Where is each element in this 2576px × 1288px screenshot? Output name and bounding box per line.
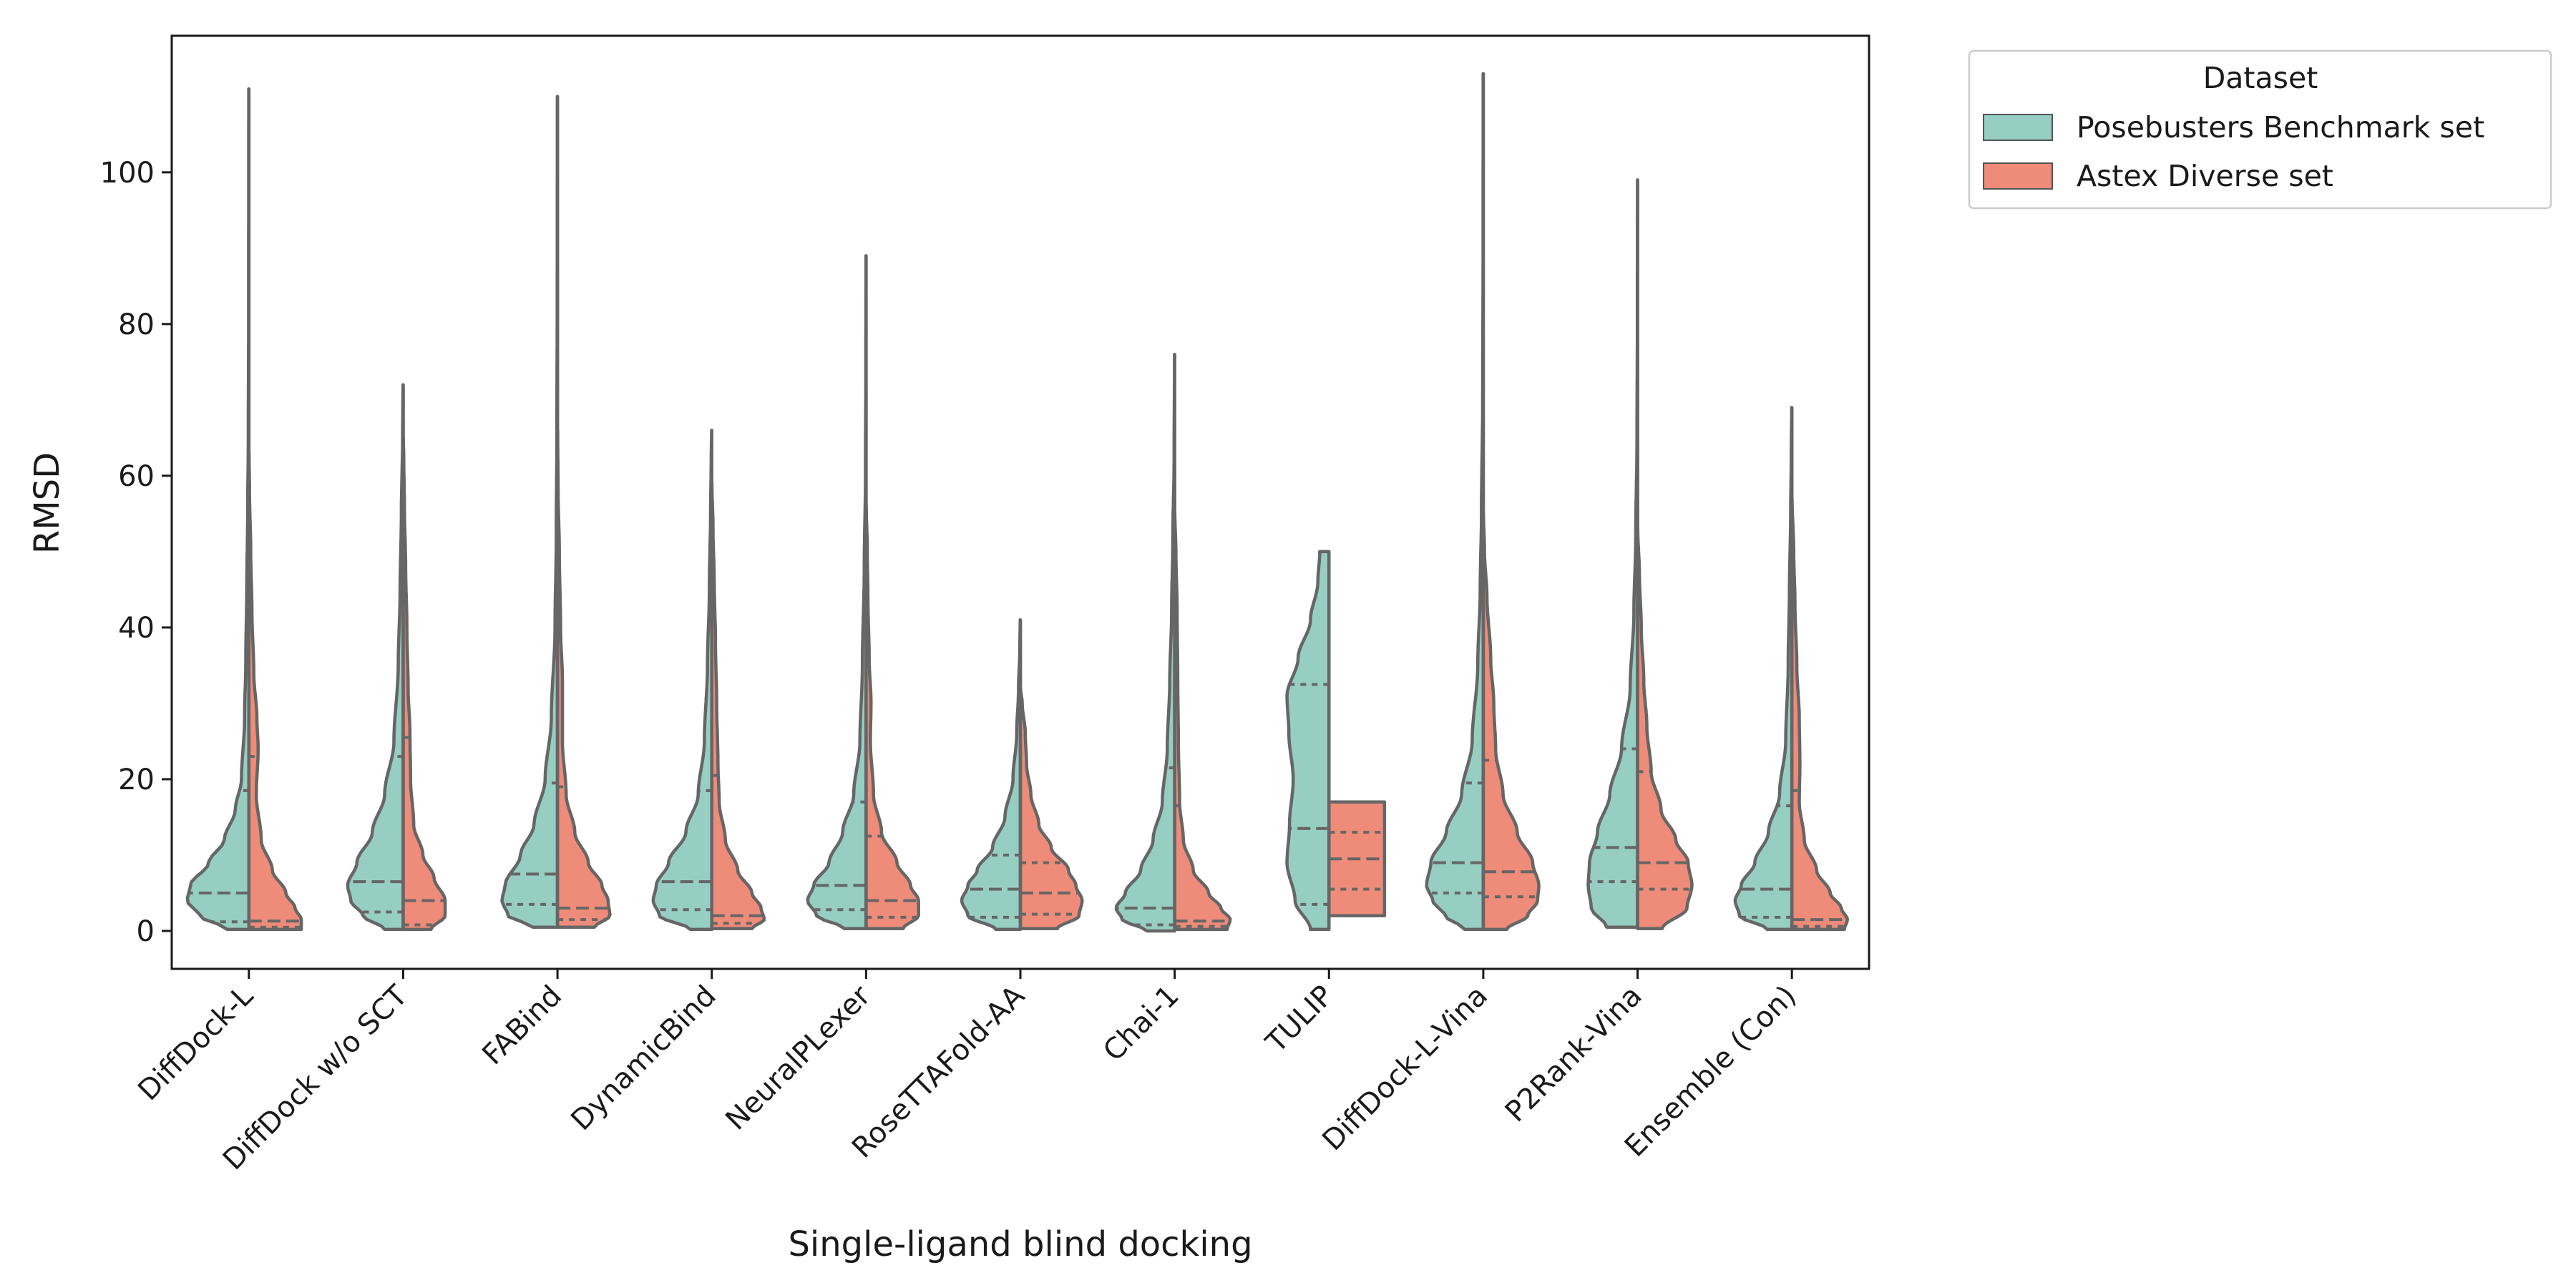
- x-axis-label: Single-ligand blind docking: [788, 1224, 1252, 1264]
- y-axis: 0 20 40 60 80 100: [100, 157, 172, 948]
- legend: Dataset Posebusters Benchmark set Astex …: [1968, 49, 2552, 210]
- y-tick-label: 40: [118, 612, 155, 645]
- violin-astex-diffdock-l-vina: [1481, 512, 1541, 932]
- violin-astex-p2rank-vina: [1636, 527, 1694, 931]
- legend-swatch-astex: [1983, 162, 2053, 190]
- y-axis-label: RMSD: [27, 452, 67, 554]
- legend-frame: [1968, 49, 2552, 210]
- violin-astex-dynamicbind: [710, 482, 766, 931]
- y-tick-label: 80: [118, 308, 155, 341]
- violin-astex-rosettafold-aa: [1018, 686, 1084, 931]
- y-tick-label: 0: [137, 915, 155, 948]
- legend-swatch-posebusters: [1983, 114, 2053, 141]
- y-tick-label: 20: [118, 763, 155, 796]
- legend-title: Dataset: [2203, 61, 2318, 95]
- violin-astex-chai-1: [1173, 512, 1232, 932]
- y-tick-label: 100: [100, 157, 155, 190]
- violins: [185, 72, 1849, 933]
- legend-label-astex: Astex Diverse set: [2077, 159, 2333, 193]
- y-tick-label: 60: [118, 460, 155, 493]
- violin-astex-ensemble-con: [1790, 497, 1849, 932]
- legend-label-posebusters: Posebusters Benchmark set: [2077, 110, 2484, 145]
- violin-posebusters-tulip: [1285, 550, 1331, 932]
